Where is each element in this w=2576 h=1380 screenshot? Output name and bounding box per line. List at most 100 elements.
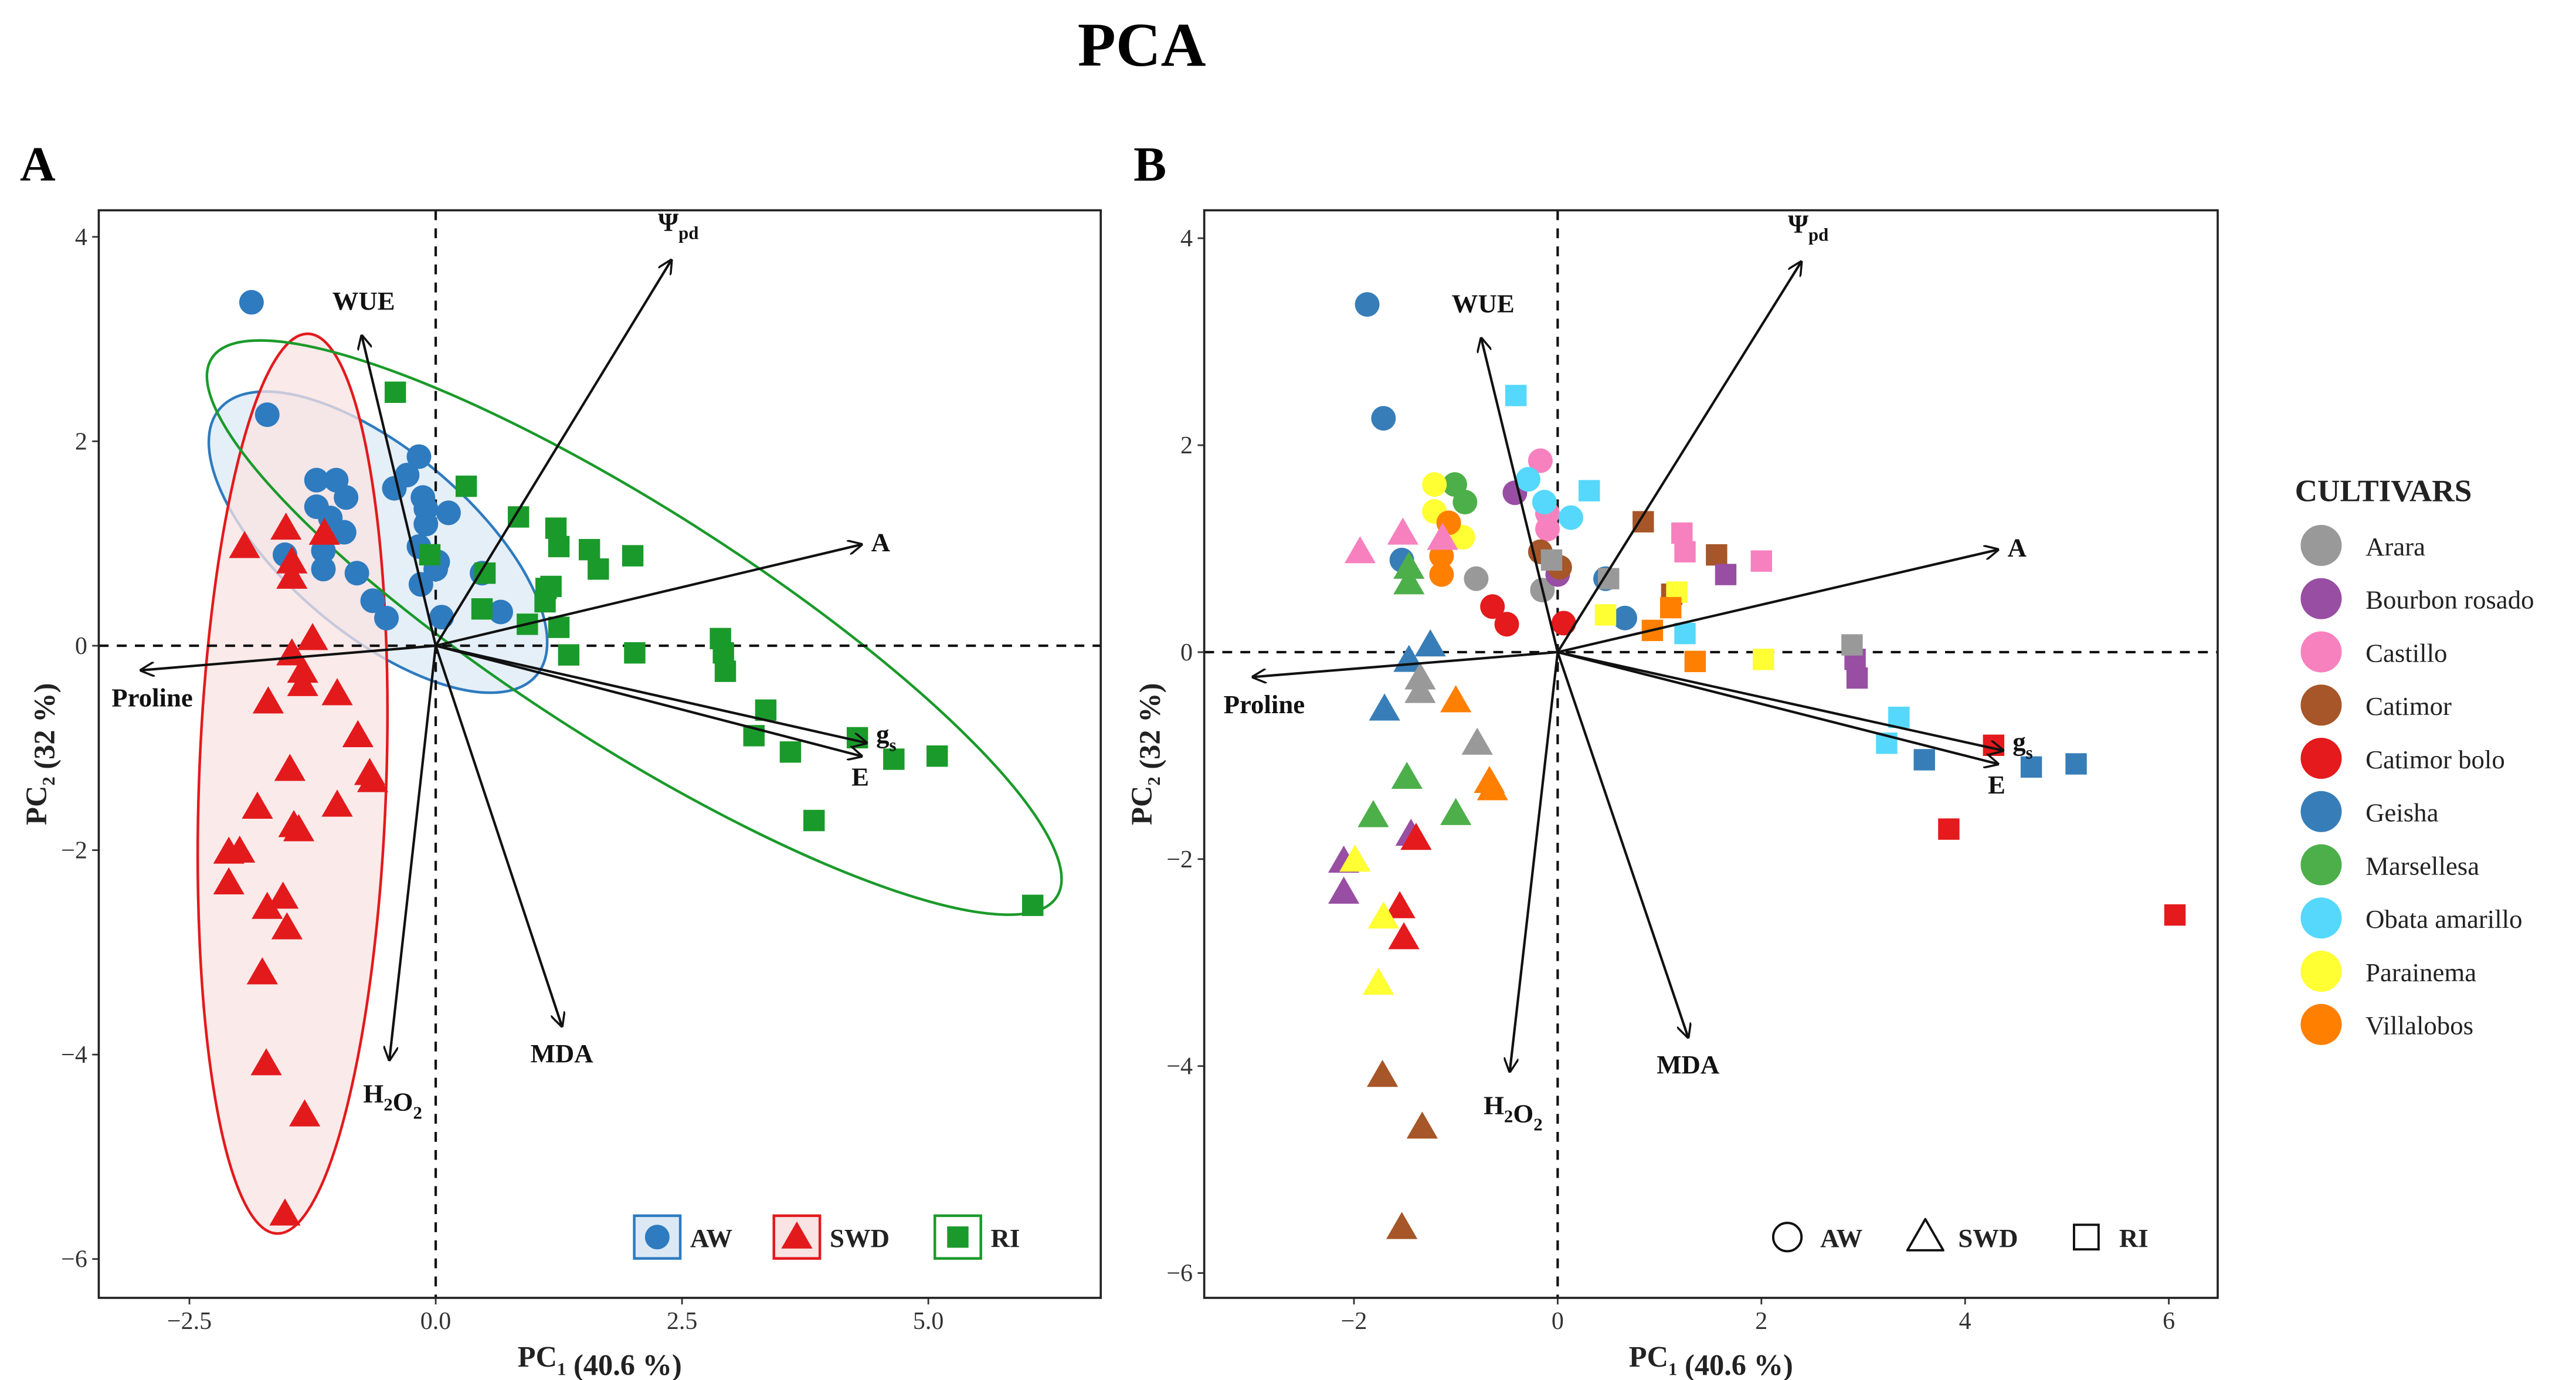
circle-icon bbox=[2300, 951, 2342, 992]
data-point-ri bbox=[755, 699, 777, 721]
circle-outline-icon bbox=[1771, 1222, 1803, 1253]
legend-item-cultivar: Bourbon rosado bbox=[2300, 578, 2534, 619]
data-point-swd bbox=[1363, 967, 1394, 995]
data-point-ri bbox=[622, 545, 644, 567]
data-point-ri bbox=[1753, 649, 1774, 670]
data-point-aw bbox=[395, 462, 420, 487]
label-part: E bbox=[1988, 770, 2005, 799]
legend-item-ri: RI bbox=[2072, 1223, 2149, 1253]
data-point-aw bbox=[1494, 612, 1519, 637]
subscript: 2 bbox=[1144, 777, 1164, 785]
data-point-ri bbox=[1938, 818, 1960, 840]
data-point-aw bbox=[410, 485, 436, 510]
legend-label: RI bbox=[2119, 1223, 2149, 1253]
data-point-swd bbox=[252, 891, 283, 919]
data-point-swd bbox=[267, 881, 299, 909]
data-point-swd bbox=[287, 669, 318, 696]
data-point-ri bbox=[2020, 756, 2042, 778]
subscript: pd bbox=[1808, 225, 1828, 245]
data-point-ri bbox=[1579, 480, 1600, 501]
label-part: (32 %) bbox=[1133, 683, 1166, 777]
legend-label: RI bbox=[990, 1223, 1020, 1253]
data-point-swd bbox=[1386, 1212, 1418, 1239]
data-point-swd bbox=[1387, 517, 1418, 545]
label-part: Proline bbox=[111, 683, 193, 712]
data-point-ri bbox=[419, 544, 441, 566]
data-point-aw bbox=[1551, 611, 1576, 636]
data-point-ri bbox=[1706, 544, 1727, 566]
cultivars-legend: CULTIVARS Arara Bourbon rosado Castillo Cati… bbox=[2295, 473, 2534, 1045]
x-tick-label: 0 bbox=[1552, 1308, 1564, 1335]
data-point-swd bbox=[269, 1198, 301, 1226]
loading-arrow-gs bbox=[1557, 650, 2003, 751]
data-point-swd bbox=[224, 835, 256, 863]
y-tick-label: 4 bbox=[75, 224, 87, 251]
data-point-ri bbox=[1841, 634, 1863, 656]
legend-label: Catimor bbox=[2365, 691, 2452, 721]
y-tick-label: −4 bbox=[61, 1042, 87, 1069]
legend-item-cultivar: Marsellesa bbox=[2300, 844, 2479, 886]
data-point-swd bbox=[1406, 1111, 1438, 1139]
legend-label: Castillo bbox=[2365, 638, 2447, 667]
loading-arrow-h2o2 bbox=[389, 645, 437, 1060]
data-point-swd bbox=[283, 814, 315, 842]
legend-label: Arara bbox=[2365, 532, 2425, 561]
legend-item-cultivar: Obata amarillo bbox=[2300, 897, 2523, 939]
data-point-swd bbox=[1477, 773, 1508, 801]
data-point-swd bbox=[357, 765, 389, 792]
data-point-aw bbox=[1452, 490, 1478, 515]
legend-item-swd: SWD bbox=[1906, 1218, 2018, 1253]
data-point-swd bbox=[1427, 523, 1458, 550]
legend-label: Obata amarillo bbox=[2365, 904, 2522, 934]
circle-icon bbox=[2300, 791, 2342, 832]
loading-arrow-gs bbox=[435, 644, 866, 743]
data-point-swd bbox=[1367, 901, 1399, 929]
data-point-swd bbox=[252, 686, 284, 714]
subscript: 1 bbox=[1668, 1359, 1677, 1379]
data-point-aw bbox=[413, 511, 439, 537]
panel-label: B bbox=[1133, 137, 1166, 192]
data-point-ri bbox=[455, 475, 477, 497]
data-point-aw bbox=[1355, 292, 1380, 317]
data-point-swd bbox=[321, 789, 353, 817]
label-part: PC bbox=[1125, 786, 1158, 825]
legend-label: Geisha bbox=[2365, 798, 2439, 828]
loading-label-psi: Ψpd bbox=[1788, 209, 1828, 245]
loading-label-e: E bbox=[851, 762, 869, 792]
data-point-ri bbox=[1674, 622, 1696, 645]
legend-item-cultivar: Catimor bbox=[2300, 684, 2452, 726]
y-tick-label: −2 bbox=[1166, 846, 1193, 873]
data-point-ri bbox=[1750, 550, 1772, 572]
loading-arrow-wue bbox=[1481, 338, 1559, 653]
circle-icon bbox=[644, 1225, 670, 1250]
treatment-legend: AW SWD RI bbox=[1771, 1218, 2149, 1253]
label-part: g bbox=[2012, 727, 2025, 757]
data-point-aw bbox=[374, 605, 399, 630]
loading-label-mda: MDA bbox=[1657, 1050, 1720, 1079]
data-point-aw bbox=[429, 605, 454, 630]
data-point-aw bbox=[239, 290, 264, 315]
data-point-aw bbox=[1371, 406, 1396, 431]
label-part: O bbox=[393, 1087, 413, 1117]
data-point-aw bbox=[360, 588, 385, 613]
y-tick-label: −4 bbox=[1166, 1053, 1193, 1080]
data-point-aw bbox=[304, 467, 329, 493]
legend-label: Marsellesa bbox=[2365, 851, 2479, 880]
data-point-aw bbox=[334, 485, 359, 510]
data-point-aw bbox=[1613, 605, 1638, 630]
loading-arrow-psi bbox=[435, 260, 671, 647]
loading-label-wue: WUE bbox=[1452, 289, 1515, 318]
data-point-swd bbox=[1344, 536, 1376, 564]
loading-arrow-e bbox=[1557, 650, 1997, 764]
label-part: Ψ bbox=[1788, 209, 1808, 238]
data-point-swd bbox=[308, 517, 340, 545]
y-tick-label: −6 bbox=[1166, 1260, 1193, 1287]
data-point-swd bbox=[297, 623, 328, 650]
loading-arrow-proline bbox=[1253, 650, 1558, 677]
legend-item-cultivar: Castillo bbox=[2300, 631, 2447, 673]
data-point-aw bbox=[406, 444, 432, 469]
x-tick-label: 2.5 bbox=[667, 1308, 698, 1335]
data-point-swd bbox=[1328, 876, 1360, 904]
